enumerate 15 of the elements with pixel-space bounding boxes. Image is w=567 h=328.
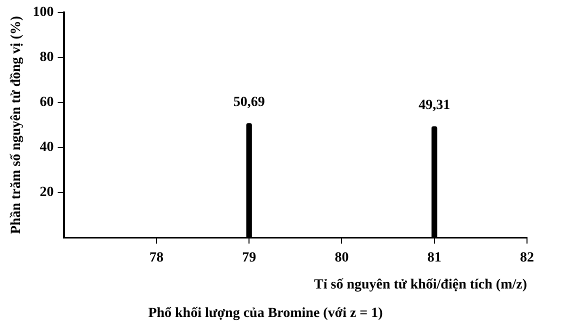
data-label: 49,31 — [418, 98, 450, 114]
x-tick-label: 82 — [520, 250, 534, 266]
text: Phổ khối lượng của Bromine (với z = 1) — [148, 306, 384, 322]
y-axis-title: Phần trăm số nguyên tử đồng vị (%) — [9, 16, 24, 234]
x-tick-label: 80 — [334, 250, 349, 266]
y-tick-label: 60 — [40, 95, 54, 110]
y-tick-label: 80 — [40, 50, 54, 66]
data-label: 50,69 — [233, 95, 265, 110]
y-tick-label: 100 — [32, 5, 54, 20]
x-tick-label: 81 — [427, 250, 442, 266]
x-tick-label: 78 — [149, 250, 164, 266]
x-tick-label: 79 — [242, 250, 256, 266]
y-tick-label: 40 — [40, 140, 54, 156]
x-axis-title: Tỉ số nguyên tử khối/điện tích (m/z) — [314, 277, 528, 292]
y-tick-label: 20 — [40, 185, 54, 200]
